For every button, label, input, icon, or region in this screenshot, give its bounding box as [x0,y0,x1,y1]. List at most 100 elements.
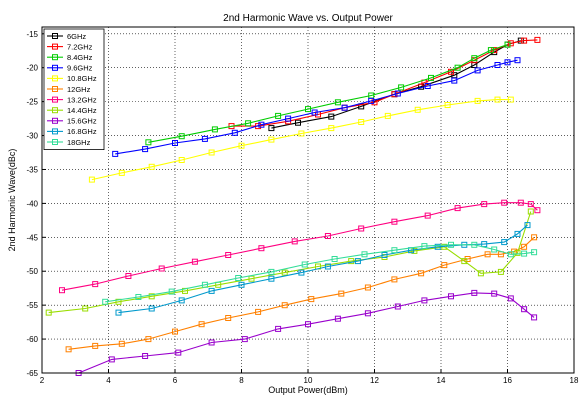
data-point [142,146,149,153]
data-point [441,262,448,269]
series-line [68,236,535,350]
y-tick-label: -65 [26,369,38,378]
data-point [507,295,514,302]
data-point [268,275,275,282]
data-point [421,243,428,250]
series-line [271,40,521,129]
series-line [118,224,528,314]
data-point [142,353,149,359]
data-point [328,113,335,120]
data-point [201,135,208,142]
series-line [105,244,535,303]
data-point [225,315,232,321]
data-point [487,47,494,54]
data-point [521,250,528,257]
data-point [198,321,205,328]
data-point [501,199,508,206]
y-tick-label: -55 [26,301,38,310]
data-point [245,120,252,127]
legend-label: 14.4GHz [67,106,97,115]
legend-item: 9.6GHz [47,64,93,73]
data-point [148,305,155,312]
data-point [497,268,504,275]
data-point [348,258,355,265]
data-point [258,121,265,128]
legend-label: 9.6GHz [67,64,93,73]
data-point [494,96,501,103]
y-tick-label: -45 [26,233,38,242]
legend-swatch-marker [52,43,58,50]
data-point [268,125,275,132]
data-point [521,306,528,313]
series-line [91,99,511,181]
data-point [527,208,534,215]
data-point [521,37,528,44]
legend-swatch-marker [52,128,58,135]
legend-item: 13.2GHz [47,95,97,104]
x-tick-label: 4 [106,376,111,385]
data-point [338,290,345,297]
data-point [92,281,99,288]
data-point [507,40,514,47]
data-point [364,284,371,291]
data-point [145,139,152,146]
x-tick-label: 8 [239,376,244,385]
data-point [281,269,288,276]
data-point [281,302,288,309]
legend-item: 12GHz [47,85,91,94]
data-point [454,64,461,71]
data-point [238,142,245,149]
data-point [474,97,481,104]
data-point [358,119,365,125]
data-point [102,298,109,305]
data-point [418,270,425,277]
data-point [118,340,125,347]
data-point [305,106,311,113]
data-point [504,41,511,48]
data-point [358,225,365,232]
data-point [225,252,232,258]
data-point [178,157,185,163]
y-tick-label: -15 [26,30,38,39]
data-point [115,309,122,316]
series-line [48,211,532,314]
data-point [448,241,454,248]
data-point [235,275,242,281]
data-point [285,115,292,122]
series-10.8GHz [88,96,514,183]
data-point [148,163,155,170]
data-point [305,321,311,328]
series-group [45,36,541,376]
data-point [148,293,155,300]
data-point [82,305,89,312]
data-point [514,230,521,237]
legend-label: 8.4GHz [67,53,93,62]
data-point [145,336,152,343]
data-point [324,233,331,239]
x-tick-label: 18 [570,376,579,385]
data-point [112,150,119,157]
data-point [517,199,524,206]
legend-swatch-marker [52,86,58,92]
data-point [398,84,405,91]
series-16.8GHz [115,222,531,316]
series-15.6GHz [75,289,538,376]
legend-label: 10.8GHz [67,74,97,83]
data-point [477,270,484,277]
legend-swatch-marker [52,64,58,71]
data-point [444,102,451,108]
legend-swatch-marker [52,75,58,82]
y-tick-label: -40 [26,199,38,208]
data-point [118,169,125,176]
data-point [501,239,508,246]
data-point [354,258,361,265]
data-point [275,112,282,119]
series-8.4GHz [145,41,511,146]
data-point [45,309,52,316]
data-point [248,275,255,282]
data-point [172,140,178,146]
data-point [158,265,165,272]
x-tick-label: 6 [173,376,178,385]
data-point [461,258,468,265]
data-point [474,67,481,74]
